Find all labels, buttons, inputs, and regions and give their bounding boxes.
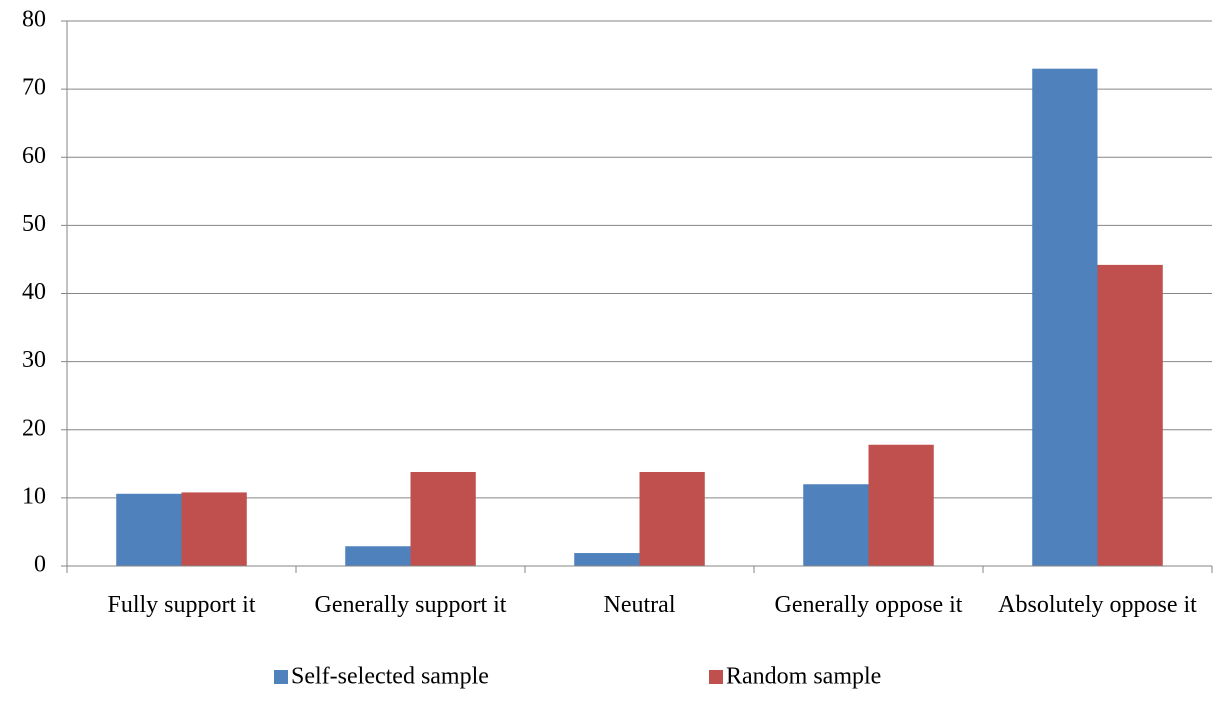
y-tick-label: 20 — [22, 415, 46, 441]
bar — [868, 444, 934, 566]
bar — [181, 492, 247, 566]
legend-swatch — [709, 670, 723, 684]
x-tick-label: Generally support it — [315, 592, 507, 618]
y-tick-label: 30 — [22, 347, 46, 373]
bar — [345, 546, 411, 566]
bar — [1097, 264, 1163, 566]
bar — [116, 493, 182, 566]
legend-label: Self-selected sample — [291, 664, 489, 690]
y-tick-label: 50 — [22, 211, 46, 237]
bar — [803, 484, 869, 566]
legend-swatch — [274, 670, 288, 684]
y-tick-label: 80 — [22, 7, 46, 33]
y-tick-label: 10 — [22, 483, 46, 509]
bar — [574, 553, 640, 566]
bar — [639, 471, 705, 566]
y-tick-label: 40 — [22, 279, 46, 305]
bar — [1032, 68, 1098, 566]
x-tick-label: Generally oppose it — [775, 592, 963, 618]
y-tick-label: 70 — [22, 75, 46, 101]
x-tick-label: Fully support it — [107, 592, 255, 618]
x-tick-label: Absolutely oppose it — [998, 592, 1197, 618]
bar — [410, 471, 476, 566]
y-tick-label: 0 — [34, 552, 46, 578]
legend-label: Random sample — [726, 664, 881, 690]
x-tick-label: Neutral — [604, 592, 676, 618]
y-tick-label: 60 — [22, 143, 46, 169]
